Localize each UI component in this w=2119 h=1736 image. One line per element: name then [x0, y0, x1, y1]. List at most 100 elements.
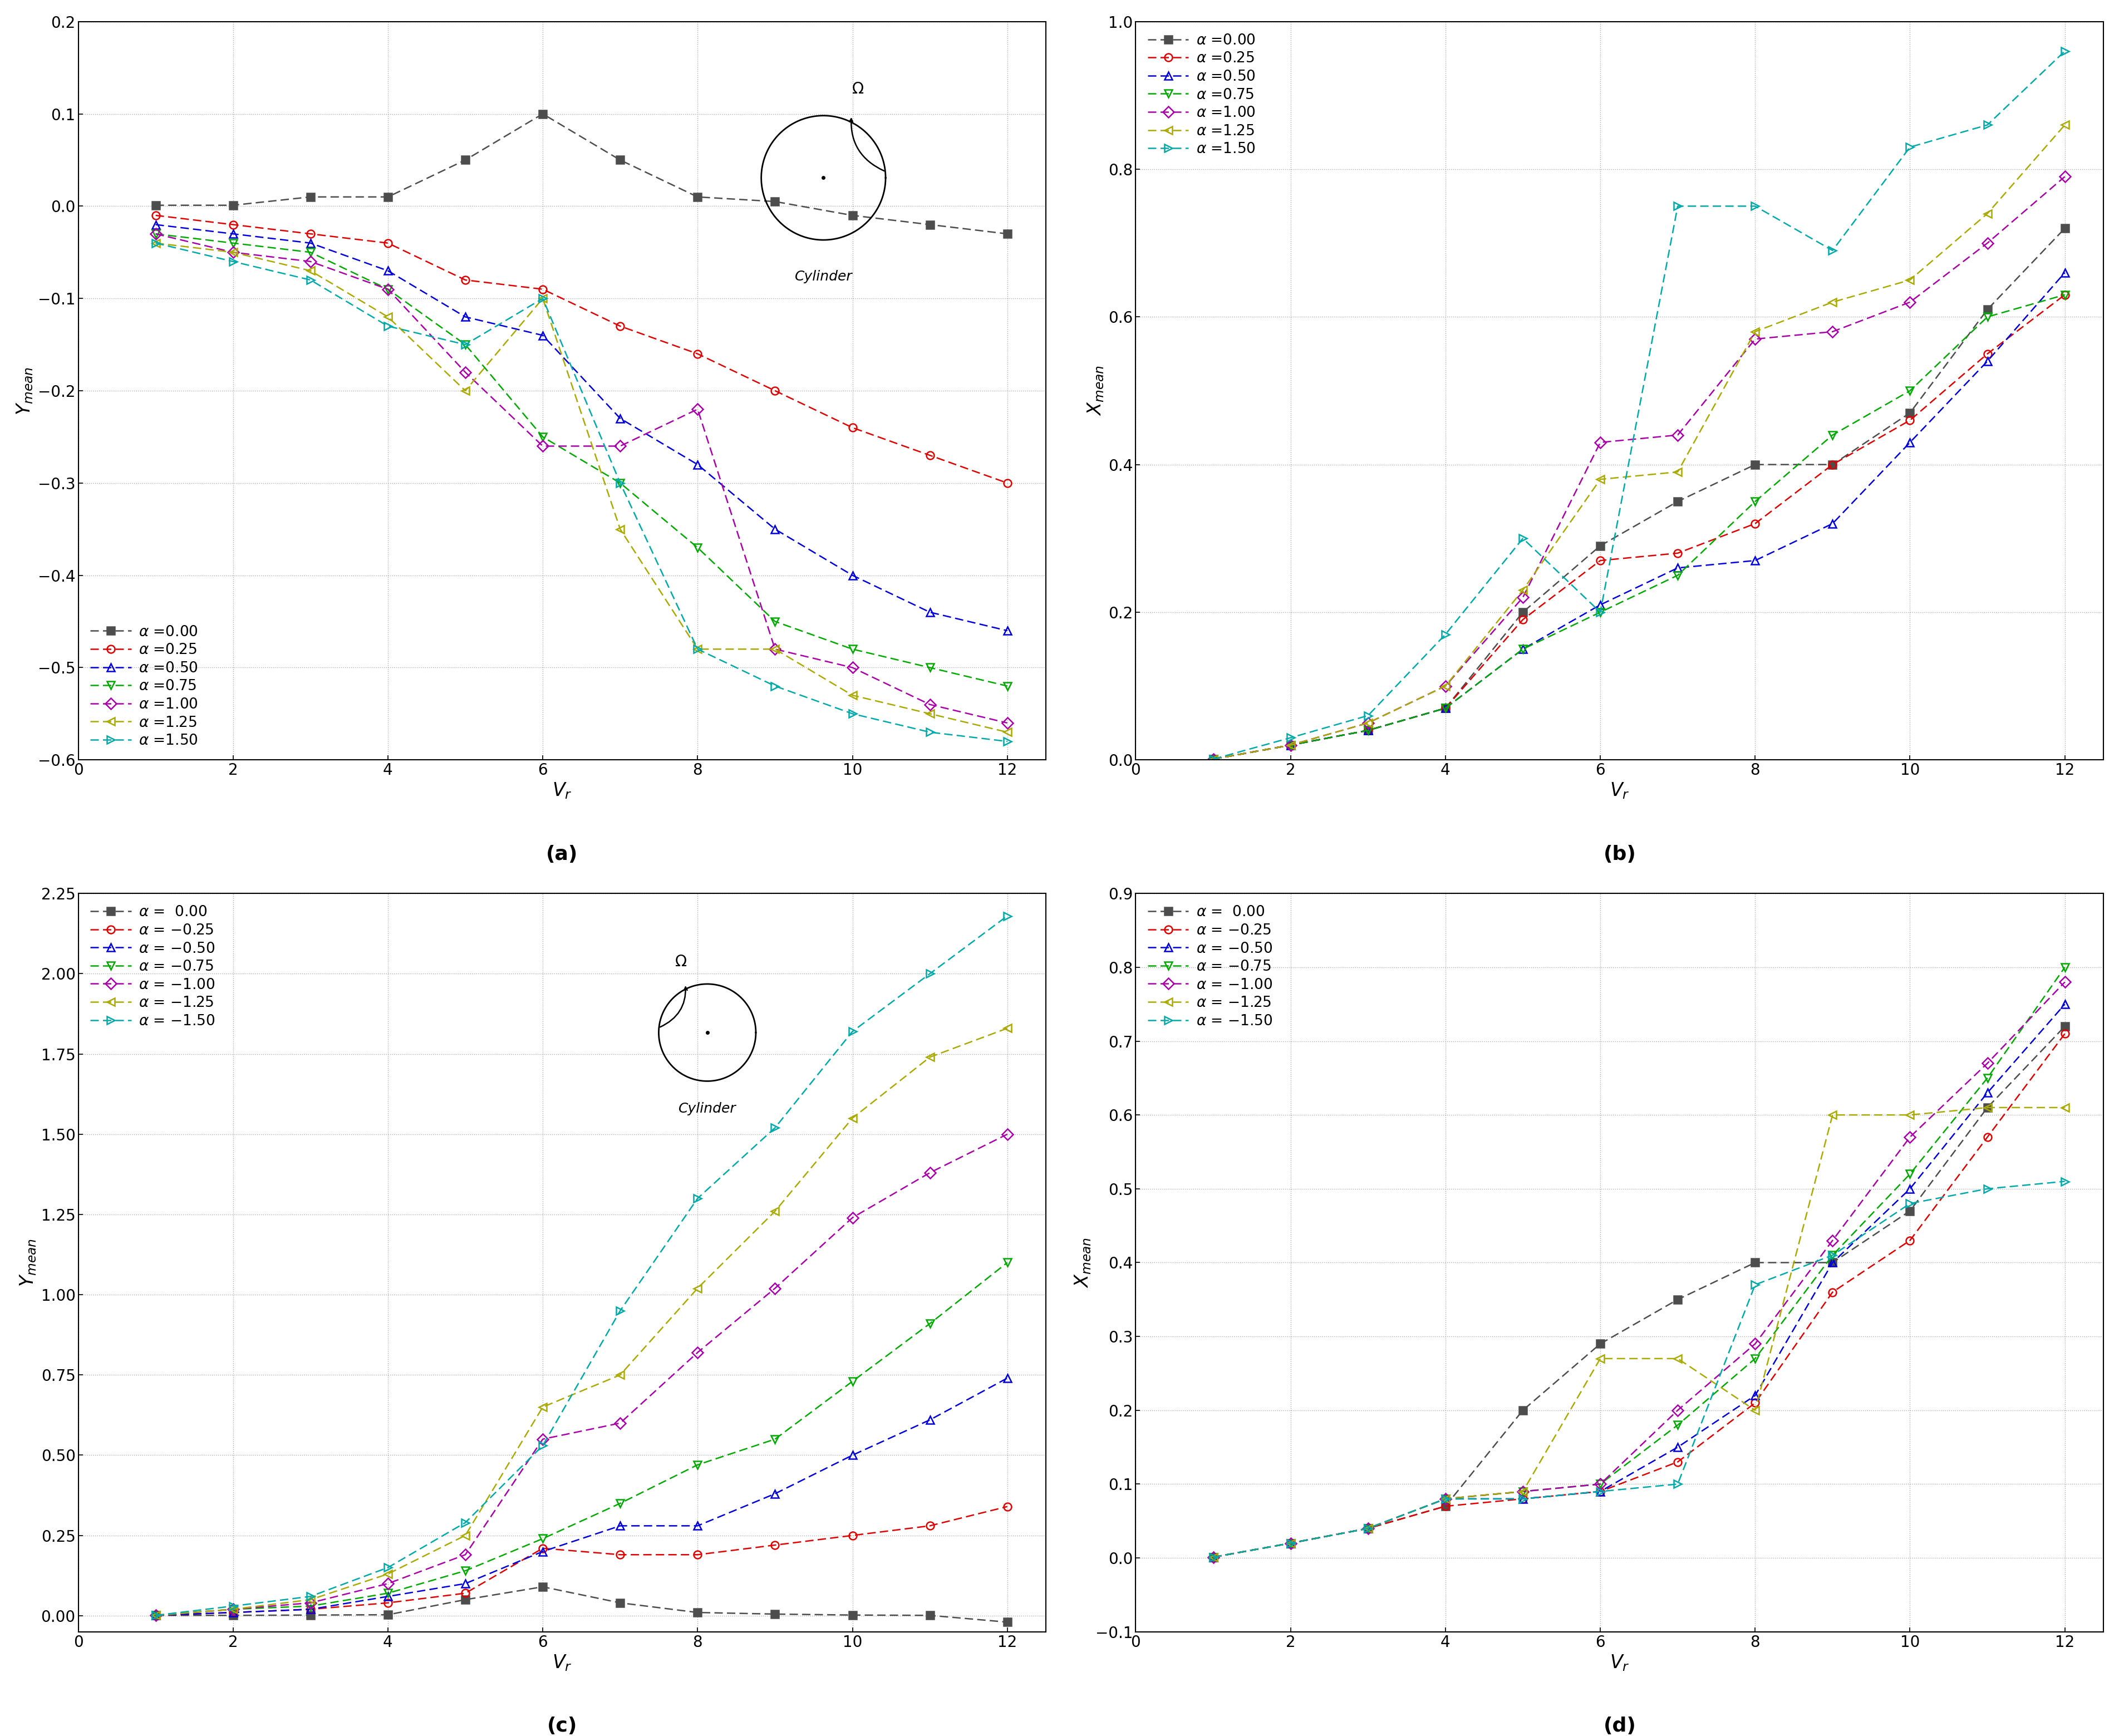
$\alpha$ =1.00	[1201, 748, 1227, 769]
$\alpha$ = $-$1.00	[142, 1606, 167, 1627]
$\alpha$ = $-$0.50	[1278, 1533, 1303, 1554]
$\alpha$ =  0.00	[453, 1588, 479, 1609]
Line: $\alpha$ =1.00: $\alpha$ =1.00	[1210, 174, 2068, 764]
$\alpha$ =0.50	[1666, 557, 1691, 578]
$\alpha$ = $-$1.50	[1666, 1474, 1691, 1495]
$\alpha$ =1.00	[142, 224, 167, 245]
$\alpha$ = $-$0.25	[1820, 1281, 1846, 1302]
Line: $\alpha$ =  0.00: $\alpha$ = 0.00	[153, 1583, 1011, 1627]
$\alpha$ =0.75	[684, 536, 710, 557]
$\alpha$ =0.00	[1820, 455, 1846, 476]
$\alpha$ =1.00	[1666, 425, 1691, 446]
Text: $\Omega$: $\Omega$	[674, 953, 687, 969]
$\alpha$ = $-$0.50	[1587, 1481, 1613, 1502]
$\alpha$ = $-$1.25	[1666, 1349, 1691, 1370]
$\alpha$ = $-$1.25	[1511, 1481, 1536, 1502]
$\alpha$ = $-$1.50	[1897, 1193, 1922, 1213]
$\alpha$ = $-$0.75	[918, 1312, 943, 1333]
Line: $\alpha$ = $-$1.25: $\alpha$ = $-$1.25	[1210, 1104, 2068, 1561]
$\alpha$ =  0.00	[1975, 1097, 2000, 1118]
$\alpha$ =0.50	[763, 519, 788, 540]
$\alpha$ = $-$0.75	[1432, 1488, 1458, 1509]
$\alpha$ =1.25	[1432, 675, 1458, 696]
$\alpha$ =0.00	[1897, 403, 1922, 424]
$\alpha$ =1.25	[1201, 748, 1227, 769]
$\alpha$ =0.25	[684, 344, 710, 365]
Line: $\alpha$ =1.50: $\alpha$ =1.50	[1210, 47, 2068, 764]
$\alpha$ =0.75	[1201, 748, 1227, 769]
$\alpha$ =0.75	[1432, 698, 1458, 719]
Line: $\alpha$ =0.75: $\alpha$ =0.75	[1210, 292, 2068, 764]
$\alpha$ =1.50	[1511, 528, 1536, 549]
Line: $\alpha$ = $-$1.50: $\alpha$ = $-$1.50	[153, 911, 1011, 1620]
$\alpha$ =  0.00	[1511, 1399, 1536, 1420]
$\alpha$ =0.00	[530, 104, 555, 125]
Y-axis label: $X_{mean}$: $X_{mean}$	[1072, 1238, 1093, 1288]
$\alpha$ = $-$0.25	[2051, 1023, 2077, 1043]
$\alpha$ = $-$1.00	[453, 1545, 479, 1566]
$\alpha$ =1.00	[994, 712, 1019, 733]
Line: $\alpha$ = $-$0.25: $\alpha$ = $-$0.25	[153, 1503, 1011, 1620]
$\alpha$ = $-$1.50	[530, 1436, 555, 1457]
$\alpha$ =0.00	[1975, 299, 2000, 319]
$\alpha$ =1.50	[299, 269, 324, 290]
$\alpha$ =  0.00	[1666, 1290, 1691, 1311]
$\alpha$ =0.00	[299, 186, 324, 207]
$\alpha$ =1.50	[994, 731, 1019, 752]
$\alpha$ =0.50	[1587, 594, 1613, 615]
$\alpha$ =1.00	[1356, 712, 1382, 733]
$\alpha$ = $-$1.50	[1278, 1533, 1303, 1554]
$\alpha$ =0.00	[375, 186, 400, 207]
$\alpha$ = $-$0.75	[994, 1252, 1019, 1272]
$\alpha$ =1.25	[375, 307, 400, 328]
$\alpha$ = $-$1.25	[1820, 1104, 1846, 1125]
$\alpha$ =0.75	[1587, 602, 1613, 623]
$\alpha$ = $-$0.25	[1742, 1392, 1767, 1413]
$\alpha$ = $-$0.25	[1201, 1547, 1227, 1568]
$\alpha$ =1.50	[1897, 137, 1922, 158]
$\alpha$ = $-$1.50	[608, 1300, 634, 1321]
$\alpha$ =0.25	[1201, 748, 1227, 769]
$\alpha$ =1.25	[1975, 203, 2000, 224]
$\alpha$ =1.00	[2051, 167, 2077, 187]
$\alpha$ =0.50	[608, 408, 634, 429]
$\alpha$ = $-$1.25	[2051, 1097, 2077, 1118]
Text: (d): (d)	[1604, 1717, 1636, 1736]
Line: $\alpha$ = $-$0.50: $\alpha$ = $-$0.50	[153, 1375, 1011, 1620]
$\alpha$ =0.50	[299, 233, 324, 253]
$\alpha$ = $-$0.25	[1432, 1496, 1458, 1517]
$\alpha$ = $-$1.25	[1975, 1097, 2000, 1118]
$\alpha$ =  0.00	[763, 1604, 788, 1625]
$\alpha$ =1.50	[839, 703, 865, 724]
$\alpha$ = $-$1.25	[142, 1606, 167, 1627]
$\alpha$ =0.75	[1511, 639, 1536, 660]
$\alpha$ = $-$1.50	[1742, 1274, 1767, 1295]
$\alpha$ = $-$1.50	[763, 1118, 788, 1139]
$\alpha$ =0.25	[375, 233, 400, 253]
$\alpha$ =0.50	[530, 325, 555, 345]
$\alpha$ =0.25	[530, 279, 555, 300]
$\alpha$ =0.75	[763, 611, 788, 632]
$\alpha$ = $-$0.50	[994, 1368, 1019, 1389]
$\alpha$ =1.00	[1820, 321, 1846, 342]
$\alpha$ = $-$1.25	[1897, 1104, 1922, 1125]
$\alpha$ =  0.00	[1897, 1201, 1922, 1222]
$\alpha$ = $-$0.25	[1975, 1127, 2000, 1147]
Text: (b): (b)	[1604, 845, 1636, 865]
$\alpha$ =1.50	[375, 316, 400, 337]
$\alpha$ = $-$0.75	[1278, 1533, 1303, 1554]
$\alpha$ =1.50	[684, 639, 710, 660]
$\alpha$ =1.50	[1356, 705, 1382, 726]
$\alpha$ =1.25	[1820, 292, 1846, 312]
$\alpha$ = $-$0.75	[220, 1599, 246, 1620]
$\alpha$ =0.25	[608, 316, 634, 337]
Text: Cylinder: Cylinder	[678, 1102, 735, 1116]
Legend: $\alpha$ =  0.00, $\alpha$ = $-$0.25, $\alpha$ = $-$0.50, $\alpha$ = $-$0.75, $\: $\alpha$ = 0.00, $\alpha$ = $-$0.25, $\a…	[1142, 901, 1278, 1033]
$\alpha$ =1.25	[1278, 734, 1303, 755]
$\alpha$ =1.50	[1666, 196, 1691, 217]
$\alpha$ =0.25	[763, 380, 788, 401]
$\alpha$ =1.50	[608, 472, 634, 493]
X-axis label: $V_r$: $V_r$	[1610, 1653, 1630, 1672]
$\alpha$ = $-$0.75	[1820, 1245, 1846, 1266]
$\alpha$ =1.25	[1511, 580, 1536, 601]
